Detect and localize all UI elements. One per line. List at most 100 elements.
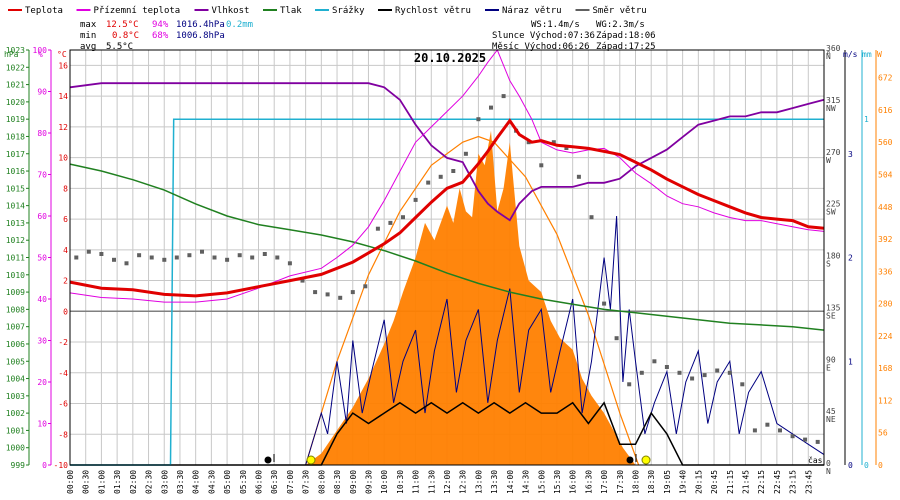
pressure-tick-label: 1014 [6, 202, 25, 211]
wind-direction-point [614, 336, 619, 341]
wind-direction-point [413, 197, 418, 202]
x-tick-label: 10:30 [396, 470, 405, 494]
pressure-tick-label: 1007 [6, 323, 25, 332]
direction-unit: ° [826, 50, 831, 59]
x-tick-label: 15:30 [553, 470, 562, 494]
x-tick-label: 07:30 [302, 470, 311, 494]
stat-max-press: 1016.4hPa [176, 20, 225, 30]
stat-min-press: 1006.8hPa [176, 31, 225, 41]
direction-tick-label: 225 [826, 200, 841, 209]
x-tick-label: 22:15 [757, 470, 766, 494]
direction-tick-label: 270 [826, 148, 841, 157]
stat-max-temp: 12.5°C [106, 20, 139, 30]
wind-direction-point [551, 140, 556, 145]
wind-direction-point [237, 253, 242, 258]
x-tick-label: 08:30 [333, 470, 342, 494]
wind-direction-point [765, 422, 770, 427]
legend-label-wind: Rychlost větru [395, 6, 471, 16]
direction-tick-label: 45 [826, 407, 836, 416]
chart-date: 20.10.2025 [414, 51, 486, 65]
wind-direction-point [727, 370, 732, 375]
x-tick-label: 14:30 [522, 470, 531, 494]
humidity-tick-label: 60 [37, 212, 47, 221]
direction-tick-dir: NE [826, 415, 836, 424]
direction-tick-label: 90 [826, 355, 836, 364]
moonset-marker [626, 456, 634, 464]
wind-direction-point [526, 140, 531, 145]
x-tick-label: 10:00 [380, 470, 389, 494]
x-tick-label: 06:30 [270, 470, 279, 494]
temperature-tick-label: 16 [58, 61, 68, 70]
x-tick-label: 00:30 [82, 470, 91, 494]
stat-min-temp: 0.8°C [112, 31, 139, 41]
x-tick-label: 09:00 [349, 470, 358, 494]
wind-direction-point [426, 180, 431, 185]
wind-direction-point [74, 255, 79, 260]
wind-direction-point [86, 249, 91, 254]
temperature-line [69, 118, 825, 298]
humidity-tick-label: 10 [37, 420, 47, 429]
wind-direction-point [438, 174, 443, 179]
x-tick-label: 11:30 [427, 470, 436, 494]
wind-direction-point [815, 439, 820, 444]
wind-tick-label: 0 [848, 461, 853, 470]
pressure-tick-label: 1023 [6, 46, 25, 55]
x-tick-label: 19:05 [663, 470, 672, 494]
x-tick-label: 01:30 [113, 470, 122, 494]
direction-tick-dir: NW [826, 104, 836, 113]
wind-direction-point [576, 174, 581, 179]
wind-direction-point [124, 261, 129, 266]
wind-direction-point [388, 220, 393, 225]
pressure-tick-label: 1017 [6, 150, 25, 159]
x-tick-label: 16:00 [569, 470, 578, 494]
feels-line [69, 49, 825, 303]
stat-max-rain: 0.2mm [226, 20, 253, 30]
humidity-unit: % [38, 50, 43, 59]
pressure-tick-label: 1002 [6, 409, 25, 418]
wind-direction-point [564, 146, 569, 150]
wind-direction-point [325, 292, 330, 297]
wind-line [70, 401, 824, 466]
wind-direction-point [287, 261, 292, 266]
wind-direction-point [225, 257, 230, 262]
wind-direction-point [664, 365, 669, 369]
pressure-tick-label: 1021 [6, 81, 25, 90]
x-tick-label: 11:00 [412, 470, 421, 494]
info-moonrise: Měsíc Východ:06:26 [492, 42, 590, 52]
stat-max-hum: 94% [152, 20, 169, 30]
humidity-tick-label: 0 [42, 461, 47, 470]
info-ws: WS:1.4m/s [531, 20, 580, 30]
wind-direction-point [401, 215, 405, 220]
wind-direction-point [162, 257, 167, 262]
wind-direction-point [489, 105, 493, 110]
humidity-tick-label: 100 [33, 46, 48, 55]
temperature-tick-label: -8 [58, 430, 68, 439]
legend-label-gust: Náraz větru [502, 6, 562, 16]
solar-tick-label: 392 [878, 235, 893, 244]
wind-direction-point [313, 290, 318, 295]
humidity-tick-label: 50 [37, 254, 47, 263]
direction-tick-dir: N [826, 467, 831, 476]
x-tick-label: 02:30 [145, 470, 154, 494]
pressure-unit: hPa [4, 50, 19, 59]
wind-direction-point [262, 252, 267, 256]
wind-direction-point [112, 257, 116, 262]
wind-direction-point [350, 290, 355, 295]
stat-max-label: max [80, 20, 97, 30]
wind-tick-label: 1 [848, 357, 853, 366]
wind-direction-point [187, 253, 192, 258]
x-tick-label: 12:00 [443, 470, 452, 494]
wind-direction-point [677, 370, 682, 375]
x-tick-label: 00:00 [66, 470, 75, 494]
x-tick-label: 13:30 [490, 470, 499, 494]
pressure-tick-label: 1008 [6, 305, 25, 314]
wind-direction-point [275, 255, 280, 260]
x-tick-label: 22:45 [773, 470, 782, 494]
wind-direction-point [752, 428, 757, 433]
pressure-tick-label: 1006 [6, 340, 25, 349]
x-tick-label: 17:00 [600, 470, 609, 494]
temperature-tick-label: 2 [63, 277, 68, 286]
solar-tick-label: 336 [878, 267, 893, 276]
temperature-tick-label: 4 [63, 246, 68, 255]
plot-frame [69, 49, 825, 466]
